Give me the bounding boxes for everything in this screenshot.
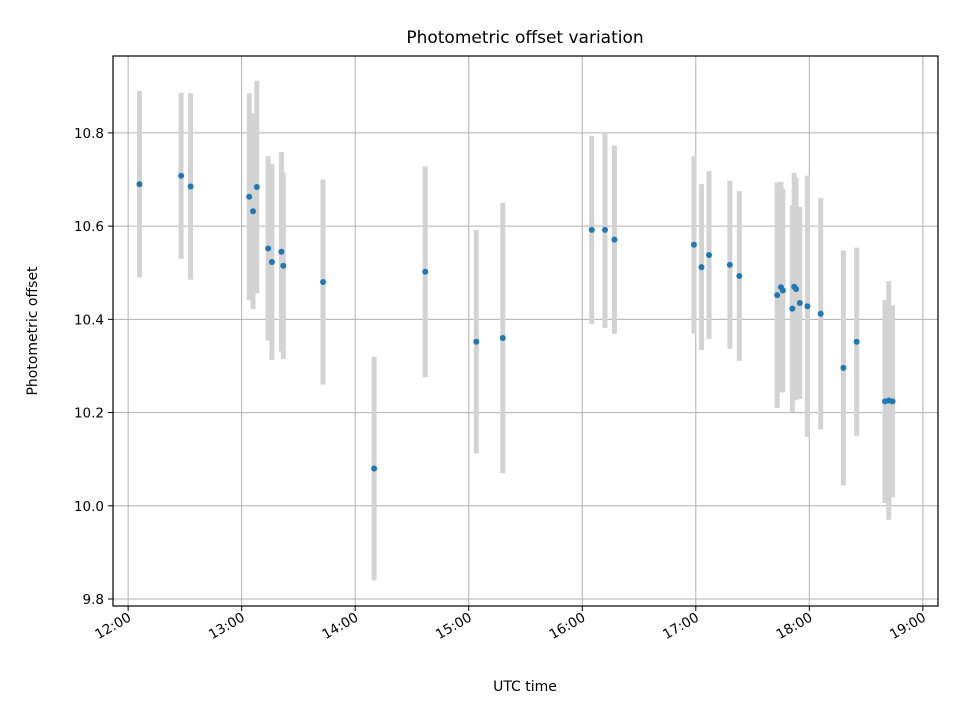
x-tick-label: 14:00	[320, 610, 362, 643]
data-point	[698, 264, 705, 271]
data-point	[371, 465, 378, 472]
data-point	[320, 279, 327, 286]
data-point	[804, 303, 811, 310]
data-point	[250, 208, 257, 215]
plot-area-frame	[112, 55, 939, 607]
data-point	[278, 248, 285, 255]
data-point	[246, 193, 253, 200]
data-point	[473, 338, 480, 345]
y-tick-label: 9.8	[83, 592, 104, 608]
data-point	[253, 183, 260, 190]
data-point	[588, 226, 595, 233]
x-axis-label: UTC time	[493, 679, 557, 695]
data-point	[136, 181, 143, 188]
data-point	[706, 252, 713, 259]
data-point	[793, 286, 800, 293]
data-point	[817, 310, 824, 317]
data-point	[611, 236, 618, 243]
x-tick-label: 17:00	[660, 610, 702, 643]
data-point	[601, 226, 608, 233]
data-point	[499, 334, 506, 341]
y-axis-ticks: 9.8 10.0 10.2 10.4 10.6 10.8	[74, 126, 113, 608]
x-tick-label: 15:00	[433, 610, 475, 643]
y-tick-label: 10.6	[74, 219, 104, 235]
data-point	[726, 261, 733, 268]
data-point	[265, 245, 272, 252]
data-point	[796, 300, 803, 307]
data-point	[889, 398, 896, 405]
data-point	[690, 241, 697, 248]
data-point	[268, 259, 275, 266]
x-tick-label: 13:00	[206, 610, 248, 643]
x-axis-ticks: 12:00 13:00 14:00 15:00 16:00 17:00 18:00 19:00	[92, 606, 929, 643]
y-axis-label: Photometric offset	[25, 266, 41, 396]
data-point	[774, 292, 781, 299]
data-point	[789, 305, 796, 312]
data-point	[779, 287, 786, 294]
data-point	[736, 273, 743, 279]
data-points	[136, 172, 896, 472]
data-point	[280, 262, 287, 269]
y-tick-label: 10.8	[74, 126, 104, 142]
data-point	[178, 172, 185, 179]
data-point	[840, 364, 847, 371]
x-tick-label: 16:00	[547, 610, 589, 643]
data-point	[187, 183, 194, 190]
x-tick-label: 19:00	[887, 610, 929, 643]
x-tick-label: 12:00	[92, 610, 134, 643]
y-tick-label: 10.0	[74, 499, 104, 515]
data-point	[853, 338, 860, 345]
data-point	[422, 268, 429, 275]
chart-title: Photometric offset variation	[406, 28, 643, 48]
y-tick-label: 10.2	[74, 406, 104, 422]
y-tick-label: 10.4	[74, 312, 104, 328]
x-tick-label: 18:00	[774, 610, 816, 643]
grid	[113, 56, 938, 606]
